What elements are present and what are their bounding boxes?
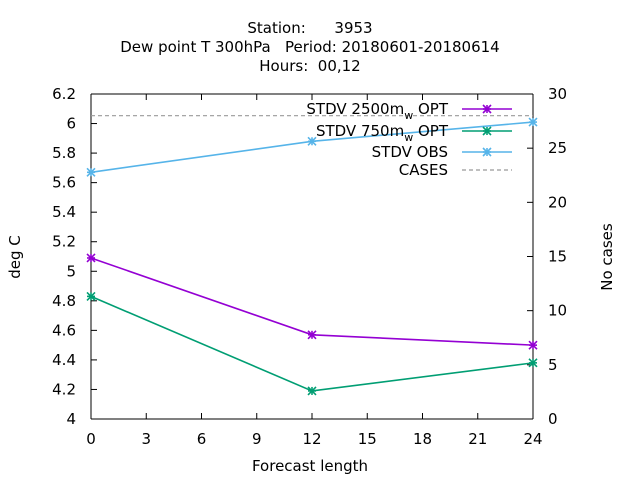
y-tick-label: 4.8 xyxy=(52,292,76,310)
chart-title-line1: Station: 3953 xyxy=(247,19,372,37)
x-tick-label: 18 xyxy=(413,430,432,448)
legend-marker-stdv-obs xyxy=(482,147,492,157)
y-tick-label: 4.4 xyxy=(52,351,76,369)
y2-tick-label: 20 xyxy=(548,193,567,211)
y-tick-label: 5 xyxy=(66,262,76,280)
legend-name-subscript: w xyxy=(404,131,413,144)
legend-name: STDV 750m xyxy=(316,122,404,140)
data-point-stdv-obs xyxy=(528,117,538,127)
legend-name-suffix: OPT xyxy=(413,100,449,118)
legend-label-stdv-2500m: STDV 2500mw OPT xyxy=(306,100,448,122)
chart-title-line2: Dew point T 300hPa Period: 20180601-2018… xyxy=(120,38,499,56)
data-point-stdv-2500m xyxy=(307,330,317,340)
x-tick-label: 21 xyxy=(468,430,487,448)
chart-title-line3: Hours: 00,12 xyxy=(259,57,360,75)
legend-label-stdv-750m: STDV 750mw OPT xyxy=(316,122,449,144)
x-axis-label: Forecast length xyxy=(252,457,368,475)
data-point-stdv-obs xyxy=(86,167,96,177)
legend-name: STDV OBS xyxy=(372,143,448,161)
y2-tick-label: 5 xyxy=(548,356,558,374)
x-axis: 0 3 6 9 12 15 18 21 24 xyxy=(86,94,543,448)
y-tick-label: 5.2 xyxy=(52,233,76,251)
x-tick-label: 0 xyxy=(86,430,96,448)
data-point-stdv-2500m xyxy=(528,340,538,350)
x-tick-label: 3 xyxy=(141,430,151,448)
data-point-stdv-obs xyxy=(307,136,317,146)
y-axis-label: deg C xyxy=(6,235,24,279)
y-tick-label: 4.2 xyxy=(52,380,76,398)
legend-marker-stdv-2500m xyxy=(482,104,492,114)
series-line-stdv-obs xyxy=(90,121,534,174)
x-tick-label: 6 xyxy=(197,430,207,448)
data-point-stdv-750m xyxy=(86,291,96,301)
series-layer xyxy=(86,115,538,396)
y2-axis-label: No cases xyxy=(598,223,616,291)
x-tick-label: 15 xyxy=(358,430,377,448)
legend-label-stdv-obs: STDV OBS xyxy=(372,143,448,161)
y-tick-label: 4.6 xyxy=(52,321,76,339)
legend-name-subscript: w xyxy=(404,109,413,122)
y-tick-label: 5.6 xyxy=(52,174,76,192)
legend-name-suffix: OPT xyxy=(413,122,449,140)
y-tick-label: 5.4 xyxy=(52,203,76,221)
y2-tick-label: 15 xyxy=(548,248,567,266)
y2-tick-label: 10 xyxy=(548,302,567,320)
legend-name: STDV 2500m xyxy=(306,100,404,118)
legend-marker-stdv-750m xyxy=(482,126,492,136)
series-line-stdv-750m xyxy=(90,295,534,392)
legend-label-cases: CASES xyxy=(399,161,448,179)
y2-axis: 0 5 10 15 20 25 30 xyxy=(527,85,567,428)
x-tick-label: 24 xyxy=(523,430,542,448)
y-axis: 4 4.2 4.4 4.6 4.8 5 5.2 5.4 5.6 5.8 6 6.2 xyxy=(52,85,97,428)
y2-tick-label: 30 xyxy=(548,85,567,103)
data-point-stdv-750m xyxy=(307,386,317,396)
legend-name: CASES xyxy=(399,161,448,179)
y-tick-label: 6.2 xyxy=(52,85,76,103)
x-tick-label: 9 xyxy=(252,430,262,448)
y-tick-label: 4 xyxy=(66,410,76,428)
y-tick-label: 5.8 xyxy=(52,144,76,162)
data-point-stdv-2500m xyxy=(86,253,96,263)
x-tick-label: 12 xyxy=(302,430,321,448)
y-tick-label: 6 xyxy=(66,115,76,133)
y2-tick-label: 25 xyxy=(548,139,567,157)
data-point-stdv-750m xyxy=(528,358,538,368)
y2-tick-label: 0 xyxy=(548,410,558,428)
